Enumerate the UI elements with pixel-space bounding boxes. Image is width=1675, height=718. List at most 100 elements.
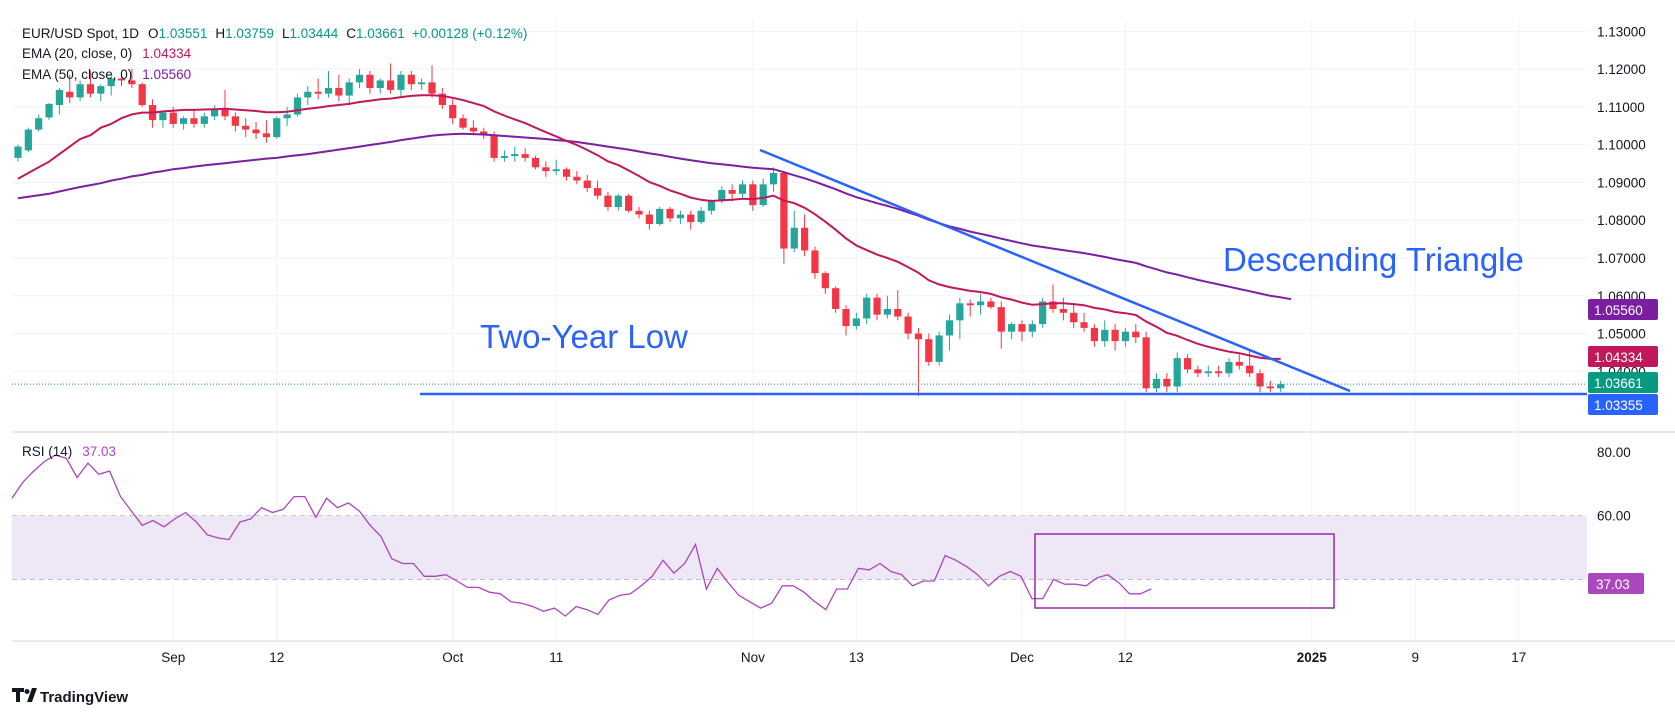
candle-body [1225, 361, 1233, 374]
candle-body [459, 118, 467, 128]
candle-body [1039, 301, 1047, 325]
price-layer [12, 63, 1587, 396]
rsi-layer [11, 454, 1152, 617]
candle-body [293, 97, 302, 115]
candle-body [1215, 371, 1223, 374]
svg-text:EMA (20, close, 0)1.04334: EMA (20, close, 0) 1.04334 [22, 46, 192, 61]
candle-body [656, 208, 664, 224]
ema20-line [17, 94, 1281, 360]
ema50-line [17, 132, 1292, 301]
time-tick-label: 12 [269, 650, 284, 665]
candle-body [759, 184, 767, 206]
candle-body [345, 82, 353, 96]
candle-body [14, 146, 22, 158]
time-tick-label: 12 [1118, 650, 1133, 665]
candle-body [987, 301, 995, 308]
candle-body [666, 208, 674, 219]
candle-body [128, 80, 136, 85]
high-label: H [215, 26, 225, 41]
candle-body [1246, 365, 1254, 374]
candle-body [614, 195, 622, 207]
candle-body [1059, 309, 1067, 313]
candle-body [387, 80, 395, 90]
candle-body [738, 184, 747, 194]
ema50-badge [1588, 299, 1658, 320]
candle-body [707, 201, 716, 211]
candle-body [480, 131, 488, 136]
ema20-value: 1.04334 [142, 46, 191, 61]
candle-body [1049, 301, 1057, 309]
price-tick-label: 1.08000 [1597, 213, 1646, 228]
rsi-highlight-box [1034, 533, 1335, 609]
candle-body [904, 316, 912, 334]
time-tick-label: 2025 [1297, 650, 1328, 665]
svg-text:RSI (14)37.03: RSI (14) 37.03 [22, 444, 116, 459]
change-value: +0.00128 (+0.12%) [412, 26, 528, 41]
candle-body [24, 129, 32, 151]
candle-body [55, 89, 63, 105]
price-tick-label: 1.05000 [1597, 327, 1646, 342]
candle-body [562, 169, 571, 177]
candle-body [273, 118, 281, 138]
candle-body [842, 309, 850, 326]
candle-body [1090, 327, 1098, 342]
candle-body [335, 88, 343, 96]
candle-body [252, 129, 260, 134]
price-tick-label: 1.07000 [1597, 251, 1646, 266]
rsi-line [11, 454, 1152, 617]
candle-body [449, 105, 457, 119]
candle-body [376, 80, 384, 88]
candle-body [45, 103, 53, 118]
candle-body [511, 154, 519, 156]
ema50-label: EMA (50, close, 0) [22, 67, 132, 82]
rsi-label: RSI (14) [22, 444, 72, 459]
support-badge-text: 1.03355 [1594, 398, 1643, 413]
rsi-value: 37.03 [82, 444, 116, 459]
time-tick-label: Dec [1010, 650, 1034, 665]
tradingview-logo[interactable]: TradingView [12, 688, 128, 706]
brand-name: TradingView [40, 689, 128, 706]
candle-body [1152, 378, 1161, 389]
descending-trendline [759, 148, 1351, 393]
candle-body [66, 91, 74, 98]
last-price-badge [1588, 372, 1658, 393]
candle-body [894, 309, 902, 317]
candle-body [500, 156, 509, 158]
candle-body [211, 108, 219, 117]
high-value: 1.03759 [225, 26, 274, 41]
candle-body [852, 318, 860, 326]
time-tick-label: Oct [442, 650, 463, 665]
low-label: L [282, 26, 290, 41]
candle-body [976, 301, 985, 306]
rsi-tick-label: 80.00 [1597, 445, 1631, 460]
time-axis[interactable]: Sep 12 Oct 11 Nov 13 Dec 12 2025 9 17 [161, 650, 1526, 665]
candle-body [966, 303, 974, 306]
ema50-value: 1.05560 [142, 67, 191, 82]
candle-body [490, 135, 498, 158]
last-price-badge-text: 1.03661 [1594, 376, 1643, 391]
ema20-badge [1588, 346, 1658, 367]
close-label: C [346, 26, 356, 41]
candle-body [1111, 329, 1119, 342]
candle-body [304, 91, 312, 98]
price-axis[interactable]: 1.13000 1.12000 1.11000 1.10000 1.09000 1.080… [1597, 24, 1646, 379]
candle-body [1235, 361, 1243, 366]
candle-body [925, 339, 933, 362]
candle-body [1256, 373, 1264, 387]
price-tick-label: 1.13000 [1597, 24, 1646, 39]
candle-body [790, 227, 798, 249]
candle-body [283, 114, 291, 119]
ema50-badge-text: 1.05560 [1594, 303, 1643, 318]
candle-body [418, 82, 426, 85]
open-value: 1.03551 [159, 26, 208, 41]
price-tick-label: 1.10000 [1597, 138, 1646, 153]
candle-body [997, 307, 1005, 332]
rsi-tick-label: 60.00 [1597, 509, 1631, 524]
candle-body [1142, 337, 1150, 389]
candle-body [718, 190, 726, 202]
candle-body [35, 118, 43, 130]
candle-body [863, 297, 871, 319]
candle-body [407, 74, 415, 85]
